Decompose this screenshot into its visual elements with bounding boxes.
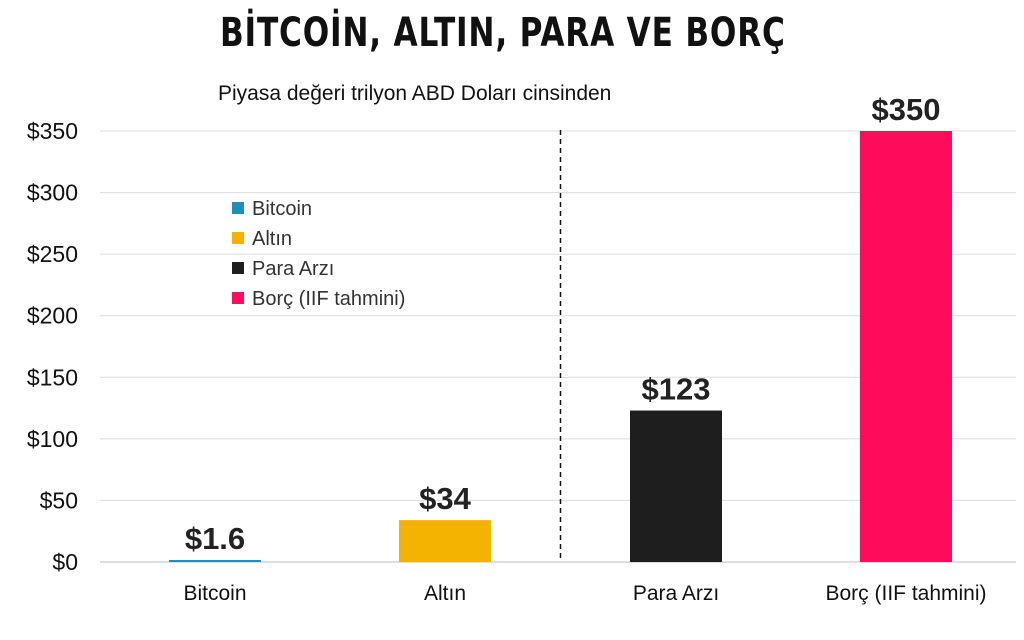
- y-tick-label: $50: [40, 487, 78, 513]
- data-label: $350: [872, 92, 941, 127]
- legend-entry: Para Arzı: [252, 258, 334, 280]
- bar: [630, 410, 722, 562]
- bar: [399, 520, 491, 562]
- y-tick-label: $350: [27, 118, 78, 144]
- y-tick-label: $250: [27, 241, 78, 267]
- y-tick-label: $150: [27, 364, 78, 390]
- x-tick-label: Para Arzı: [633, 582, 719, 605]
- x-tick-label: Borç (IIF tahmini): [825, 582, 986, 605]
- legend-entry: Borç (IIF tahmini): [252, 288, 405, 310]
- y-tick-label: $100: [27, 426, 78, 452]
- bar: [169, 560, 261, 562]
- legend-entry: Altın: [252, 228, 292, 250]
- legend-swatch: [232, 262, 244, 274]
- data-label: $123: [642, 372, 711, 407]
- legend-swatch: [232, 232, 244, 244]
- y-tick-label: $300: [27, 180, 78, 206]
- bar: [860, 131, 952, 562]
- legend-swatch: [232, 202, 244, 214]
- y-tick-label: $0: [52, 549, 78, 575]
- data-label: $34: [419, 481, 471, 516]
- x-tick-label: Altın: [424, 582, 466, 605]
- chart-subtitle: Piyasa değeri trilyon ABD Doları cinsind…: [218, 82, 612, 105]
- legend-swatch: [232, 292, 244, 304]
- legend-entry: Bitcoin: [252, 198, 312, 220]
- data-label: $1.6: [185, 521, 245, 556]
- y-tick-label: $200: [27, 303, 78, 329]
- x-tick-label: Bitcoin: [183, 582, 246, 605]
- chart-title: BİTCOİN, ALTIN, PARA VE BORÇ: [220, 10, 786, 56]
